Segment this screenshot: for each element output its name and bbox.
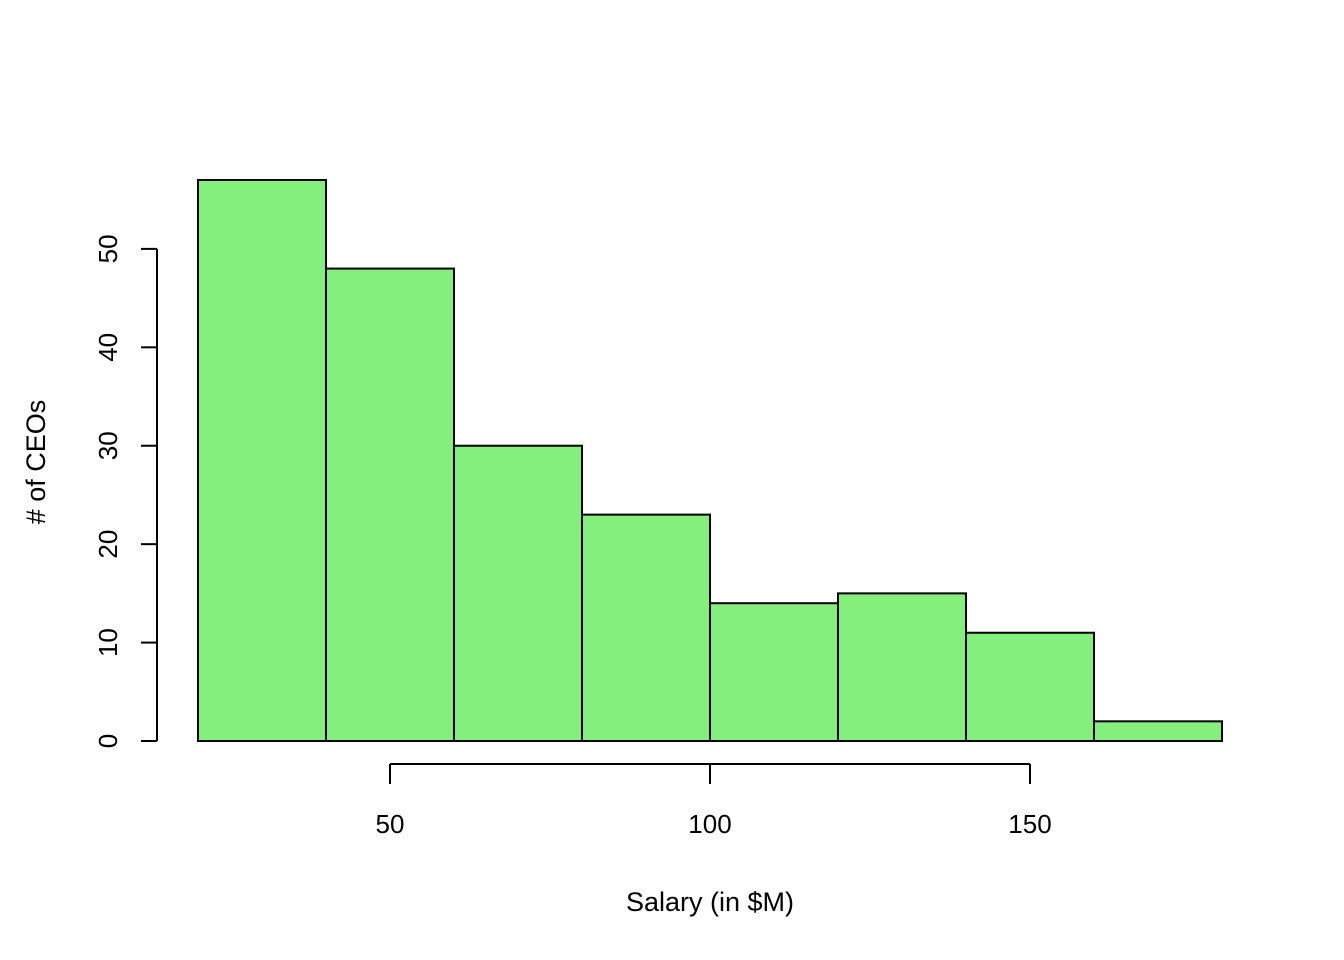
y-tick-label-10: 10 [93, 628, 123, 657]
x-tick-label-100: 100 [688, 809, 731, 839]
y-axis: 0 10 20 30 40 50 [93, 234, 158, 748]
y-tick-label-0: 0 [93, 734, 123, 748]
y-tick-label-30: 30 [93, 431, 123, 460]
histogram-bar-5 [837, 592, 967, 742]
bars-group [197, 179, 1223, 743]
y-tick-label-20: 20 [93, 530, 123, 559]
histogram-bar-4 [709, 602, 839, 742]
histogram-bar-7 [1093, 720, 1223, 743]
x-axis-title: Salary (in $M) [626, 887, 794, 917]
y-tick-label-50: 50 [93, 234, 123, 263]
histogram-bar-1 [325, 267, 455, 742]
histogram-bar-6 [965, 631, 1095, 742]
histogram-bar-3 [581, 513, 711, 743]
x-tick-label-50: 50 [376, 809, 405, 839]
y-axis-title: # of CEOs [21, 400, 51, 525]
x-tick-label-150: 150 [1008, 809, 1051, 839]
y-tick-label-40: 40 [93, 333, 123, 362]
histogram-bar-2 [453, 444, 583, 742]
x-axis: 50 100 150 [376, 763, 1052, 839]
histogram-bar-0 [197, 179, 327, 742]
